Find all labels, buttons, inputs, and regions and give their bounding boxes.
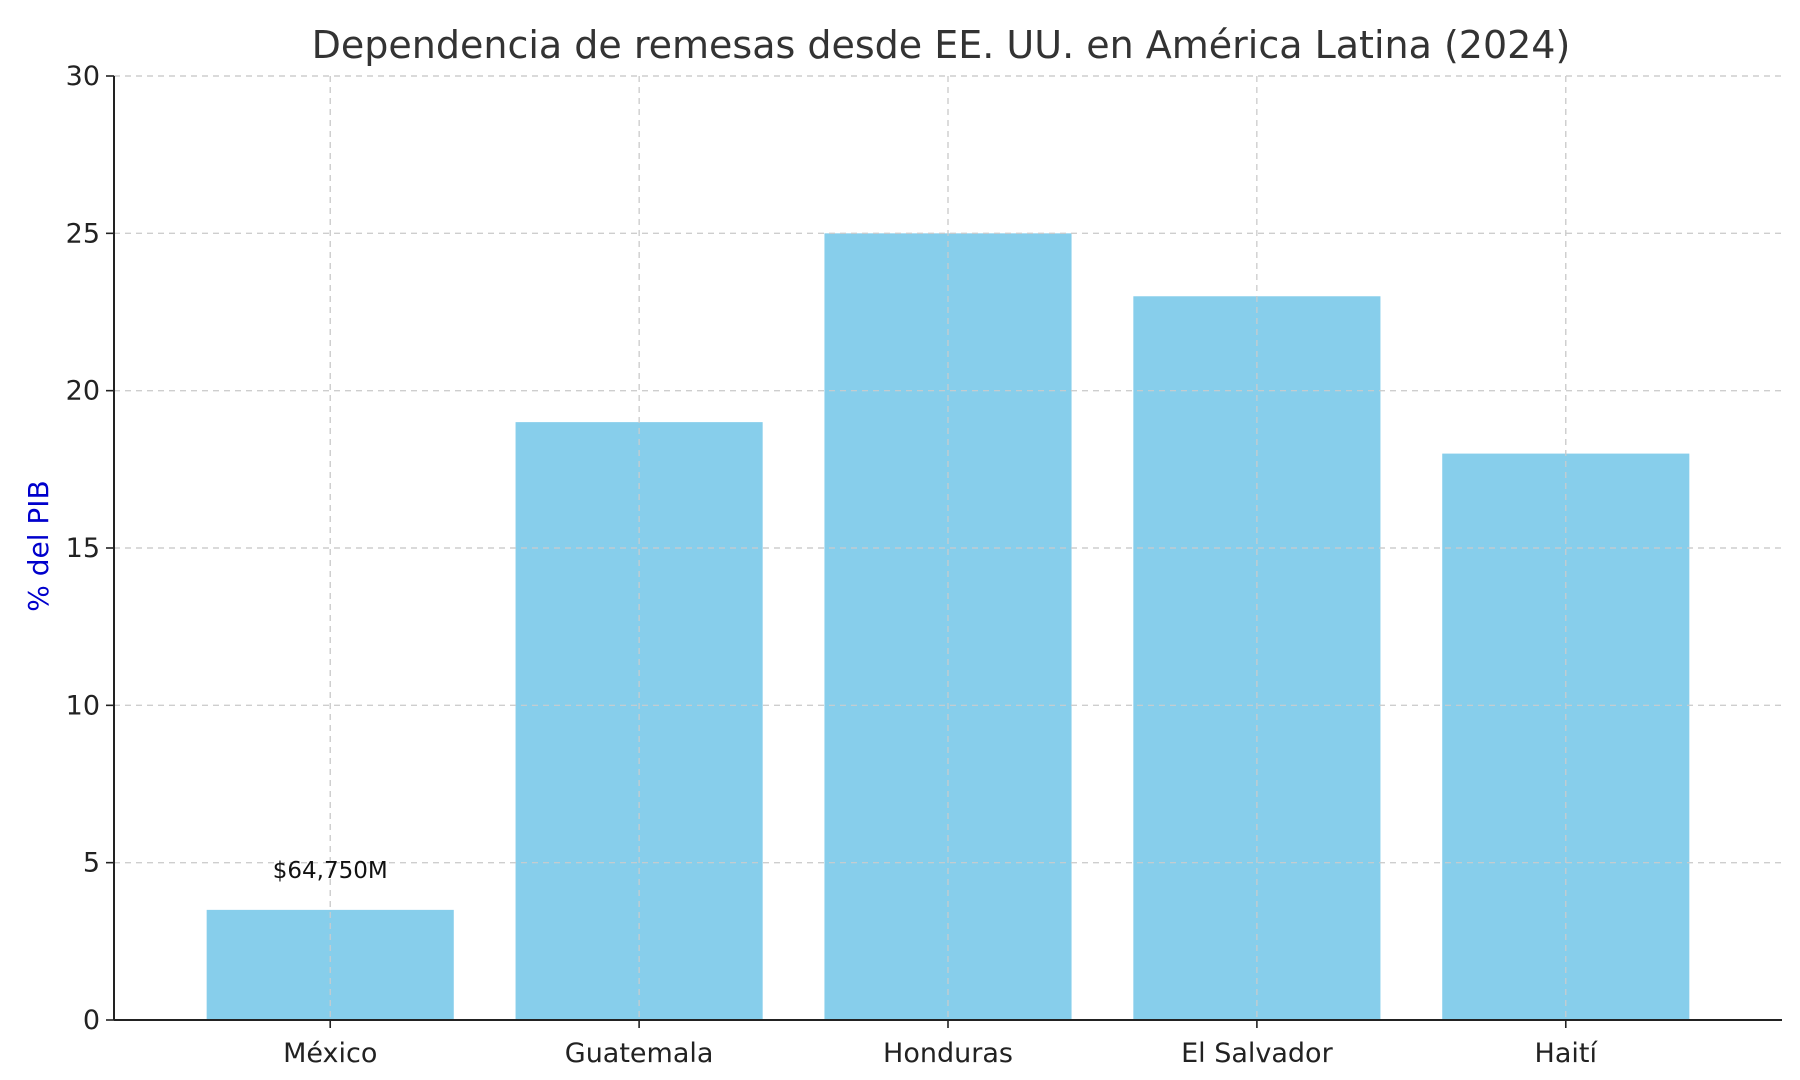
y-axis-label: % del PIB xyxy=(22,480,55,612)
annotations: $64,750M xyxy=(273,858,388,884)
y-tick-label-10: 10 xyxy=(66,690,100,721)
x-tick-label-4: Haití xyxy=(1535,1038,1599,1069)
grid-overlay xyxy=(114,75,1782,1020)
y-tick-label-5: 5 xyxy=(83,848,100,879)
x-tick-label-1: Guatemala xyxy=(565,1038,714,1069)
bars xyxy=(206,233,1690,1021)
tick-labels: 0 5 10 15 20 25 30 México Guatemala Honduras El Sa… xyxy=(66,61,1599,1069)
y-tick-label-0: 0 xyxy=(83,1005,100,1036)
y-tick-label-20: 20 xyxy=(66,376,100,407)
y-tick-label-25: 25 xyxy=(66,218,100,249)
y-tick-label-15: 15 xyxy=(66,533,100,564)
data-label-0: $64,750M xyxy=(273,858,388,884)
x-tick-label-2: Honduras xyxy=(883,1038,1013,1069)
y-tick-label-30: 30 xyxy=(66,61,100,92)
chart-title: Dependencia de remesas desde EE. UU. en … xyxy=(312,23,1571,67)
bar-3 xyxy=(1133,296,1381,1020)
x-tick-label-3: El Salvador xyxy=(1181,1038,1334,1069)
bar-1 xyxy=(515,422,763,1021)
x-tick-label-0: México xyxy=(283,1038,377,1069)
axes xyxy=(106,75,1782,1028)
